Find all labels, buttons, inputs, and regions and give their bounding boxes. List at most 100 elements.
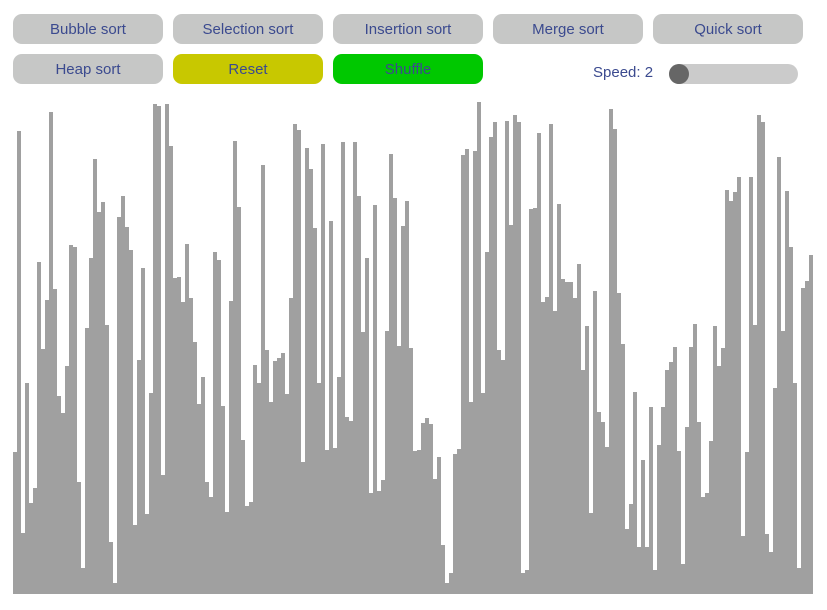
sort-bar bbox=[373, 205, 377, 594]
sort-bar bbox=[557, 204, 561, 594]
sort-bar bbox=[113, 583, 117, 594]
sort-bar bbox=[469, 401, 473, 594]
selection-sort-button[interactable]: Selection sort bbox=[173, 14, 323, 44]
sort-bar bbox=[165, 104, 169, 594]
insertion-sort-button[interactable]: Insertion sort bbox=[333, 14, 483, 44]
sort-bar bbox=[489, 137, 493, 594]
sort-bar bbox=[49, 112, 53, 594]
sort-bar bbox=[473, 150, 477, 594]
sort-bar bbox=[733, 192, 737, 594]
sort-bar bbox=[421, 422, 425, 594]
sort-bar bbox=[309, 169, 313, 594]
quick-sort-button[interactable]: Quick sort bbox=[653, 14, 803, 44]
sort-bar bbox=[709, 441, 713, 594]
speed-slider[interactable] bbox=[669, 64, 798, 84]
sort-bar bbox=[273, 361, 277, 594]
sort-bar bbox=[293, 124, 297, 594]
heap-sort-button[interactable]: Heap sort bbox=[13, 54, 163, 84]
sort-bar bbox=[681, 564, 685, 594]
sort-bar bbox=[605, 446, 609, 594]
sort-bar bbox=[385, 330, 389, 594]
sort-bar bbox=[105, 325, 109, 594]
sort-bar bbox=[349, 420, 353, 594]
sort-bar bbox=[61, 412, 65, 594]
sort-bar bbox=[669, 362, 673, 594]
sort-bar bbox=[217, 260, 221, 594]
sort-bar bbox=[261, 164, 265, 594]
sort-bar bbox=[381, 479, 385, 594]
sort-bar bbox=[285, 394, 289, 594]
sort-bar bbox=[765, 533, 769, 594]
reset-button[interactable]: Reset bbox=[173, 54, 323, 84]
sort-bar bbox=[81, 567, 85, 594]
sort-bar bbox=[65, 365, 69, 594]
sort-bar bbox=[153, 104, 157, 594]
sort-bar bbox=[729, 201, 733, 594]
sort-bar bbox=[589, 512, 593, 594]
sort-bar bbox=[313, 228, 317, 594]
sort-bar bbox=[653, 569, 657, 594]
sort-bar bbox=[761, 121, 765, 594]
sort-bar bbox=[649, 407, 653, 594]
sort-bar bbox=[337, 376, 341, 594]
sort-bar bbox=[389, 153, 393, 594]
sort-bar bbox=[697, 421, 701, 594]
sort-bar bbox=[277, 357, 281, 594]
sort-bar bbox=[789, 247, 793, 594]
sort-bar bbox=[493, 121, 497, 594]
sort-bar bbox=[173, 277, 177, 594]
sort-bar bbox=[537, 132, 541, 594]
sort-bar bbox=[737, 176, 741, 594]
sort-bar bbox=[477, 102, 481, 594]
speed-slider-thumb[interactable] bbox=[669, 64, 689, 84]
sort-bar bbox=[461, 154, 465, 594]
sort-bar bbox=[333, 448, 337, 594]
sort-bar bbox=[509, 225, 513, 594]
sort-bar bbox=[801, 287, 805, 594]
sort-bar bbox=[657, 444, 661, 594]
sort-bar bbox=[125, 227, 129, 594]
sort-bar bbox=[713, 326, 717, 594]
merge-sort-button[interactable]: Merge sort bbox=[493, 14, 643, 44]
sort-bar bbox=[53, 288, 57, 594]
sort-bar bbox=[633, 392, 637, 594]
sort-bar bbox=[753, 325, 757, 594]
sort-bar bbox=[561, 278, 565, 594]
bubble-sort-button[interactable]: Bubble sort bbox=[13, 14, 163, 44]
sort-bar bbox=[401, 226, 405, 594]
sort-bar bbox=[325, 450, 329, 594]
sort-bar bbox=[201, 376, 205, 594]
sort-bar bbox=[69, 244, 73, 594]
sort-bar bbox=[769, 552, 773, 594]
sort-bar bbox=[265, 350, 269, 594]
sort-bar bbox=[613, 128, 617, 594]
sort-bar bbox=[297, 129, 301, 594]
sort-bar bbox=[137, 360, 141, 594]
sort-bar bbox=[689, 347, 693, 594]
sort-bar bbox=[181, 302, 185, 594]
sort-bar bbox=[177, 276, 181, 594]
sort-bar bbox=[77, 482, 81, 594]
sort-bar bbox=[205, 482, 209, 594]
shuffle-button[interactable]: Shuffle bbox=[333, 54, 483, 84]
sort-bar bbox=[237, 206, 241, 594]
sort-bar bbox=[749, 176, 753, 594]
sort-bar bbox=[365, 258, 369, 594]
sort-bar bbox=[573, 297, 577, 594]
sort-bar bbox=[45, 299, 49, 594]
sort-bar bbox=[197, 404, 201, 594]
sort-bar bbox=[97, 211, 101, 594]
sort-bar bbox=[757, 115, 761, 594]
sort-bar bbox=[745, 452, 749, 594]
sort-bar bbox=[169, 146, 173, 594]
sort-bar bbox=[517, 121, 521, 594]
sort-bar bbox=[553, 310, 557, 594]
sort-bars-area bbox=[13, 100, 813, 594]
sort-bar bbox=[257, 383, 261, 594]
sort-bar bbox=[725, 190, 729, 594]
sort-bar bbox=[673, 347, 677, 594]
sort-bar bbox=[317, 383, 321, 594]
sort-bar bbox=[441, 544, 445, 594]
sort-bar bbox=[741, 535, 745, 594]
sort-bar bbox=[213, 251, 217, 594]
